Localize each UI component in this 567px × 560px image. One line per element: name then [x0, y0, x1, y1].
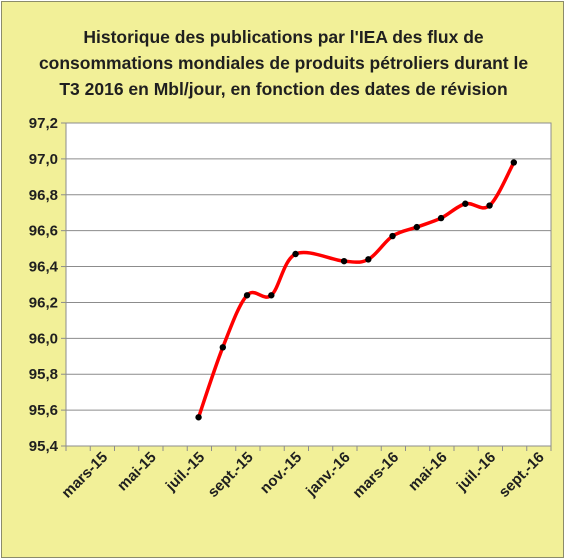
x-tick-label: mai-16 [405, 449, 451, 495]
y-tick-label: 96,6 [29, 223, 58, 240]
data-point [292, 250, 299, 258]
data-point [219, 344, 227, 351]
x-tick-label: juil.-16 [453, 449, 499, 495]
chart-title: Historique des publications par l'IEA de… [38, 27, 529, 99]
y-tick-label: 96,4 [29, 259, 59, 276]
data-point [243, 292, 251, 299]
data-point [365, 256, 372, 263]
x-tick-label: mars-15 [58, 449, 111, 502]
y-tick-label: 97,0 [29, 151, 58, 168]
x-tick-label: nov.-15 [257, 449, 305, 497]
y-tick-label: 95,8 [29, 366, 58, 383]
y-tick-label: 96,2 [29, 294, 58, 311]
data-point [462, 200, 469, 207]
plot-area [65, 122, 552, 447]
x-tick-label: janv.-16 [302, 449, 353, 500]
data-point [268, 292, 275, 299]
x-tick-label: sept.-15 [205, 449, 257, 501]
data-point [340, 257, 348, 265]
x-tick-label: sept.-16 [496, 449, 548, 501]
data-point [510, 159, 518, 166]
data-point [437, 214, 445, 222]
data-point [195, 414, 202, 421]
x-tick-label: mars-16 [349, 449, 402, 502]
data-point [413, 223, 421, 231]
y-tick-label: 95,6 [29, 402, 58, 419]
data-point [486, 202, 493, 209]
series-markers [195, 159, 518, 421]
data-point [389, 232, 396, 240]
y-tick-label: 95,4 [29, 438, 59, 455]
x-tick-label: mai-15 [114, 449, 160, 495]
y-tick-label: 97,2 [29, 115, 58, 132]
y-tick-label: 96,0 [29, 330, 58, 347]
y-axis: 95,4 95,6 95,8 96,0 96,2 96,4 96,6 96,8 97,0 97,2 [29, 115, 66, 455]
y-tick-label: 96,8 [29, 187, 58, 204]
x-tick-label: juil.-15 [162, 449, 208, 495]
